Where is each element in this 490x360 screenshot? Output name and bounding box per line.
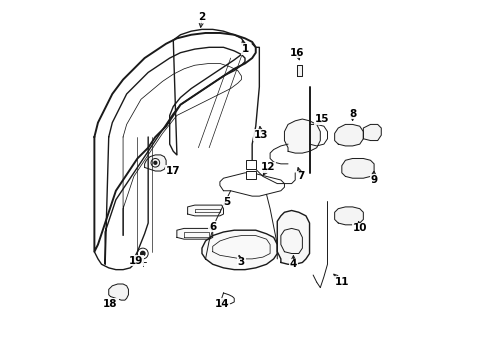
Polygon shape <box>335 125 364 146</box>
Text: 16: 16 <box>290 48 304 58</box>
Polygon shape <box>109 284 128 300</box>
Text: 10: 10 <box>352 224 367 233</box>
Text: 17: 17 <box>166 166 181 176</box>
Polygon shape <box>342 158 374 178</box>
Text: 6: 6 <box>209 222 217 231</box>
Polygon shape <box>277 211 310 264</box>
Polygon shape <box>364 125 381 140</box>
FancyBboxPatch shape <box>245 171 256 179</box>
Text: 2: 2 <box>198 12 206 22</box>
Text: 7: 7 <box>297 171 304 181</box>
Circle shape <box>154 161 157 164</box>
Circle shape <box>141 251 145 256</box>
Text: 1: 1 <box>242 44 248 54</box>
Text: 4: 4 <box>290 259 297 269</box>
Text: 14: 14 <box>215 299 229 309</box>
Polygon shape <box>188 205 223 216</box>
Polygon shape <box>285 119 320 153</box>
Text: 9: 9 <box>370 175 378 185</box>
Text: 18: 18 <box>103 299 118 309</box>
Text: 5: 5 <box>223 197 231 207</box>
Text: 15: 15 <box>315 114 329 124</box>
Text: 11: 11 <box>335 277 349 287</box>
Text: 13: 13 <box>254 130 269 140</box>
Text: 12: 12 <box>261 162 275 172</box>
Polygon shape <box>297 65 302 76</box>
Polygon shape <box>177 228 213 239</box>
Polygon shape <box>202 230 277 270</box>
FancyBboxPatch shape <box>245 160 256 168</box>
Polygon shape <box>335 207 364 225</box>
Text: 3: 3 <box>238 257 245 267</box>
Text: 19: 19 <box>128 256 143 266</box>
Polygon shape <box>145 155 166 171</box>
Text: 8: 8 <box>349 109 356 119</box>
